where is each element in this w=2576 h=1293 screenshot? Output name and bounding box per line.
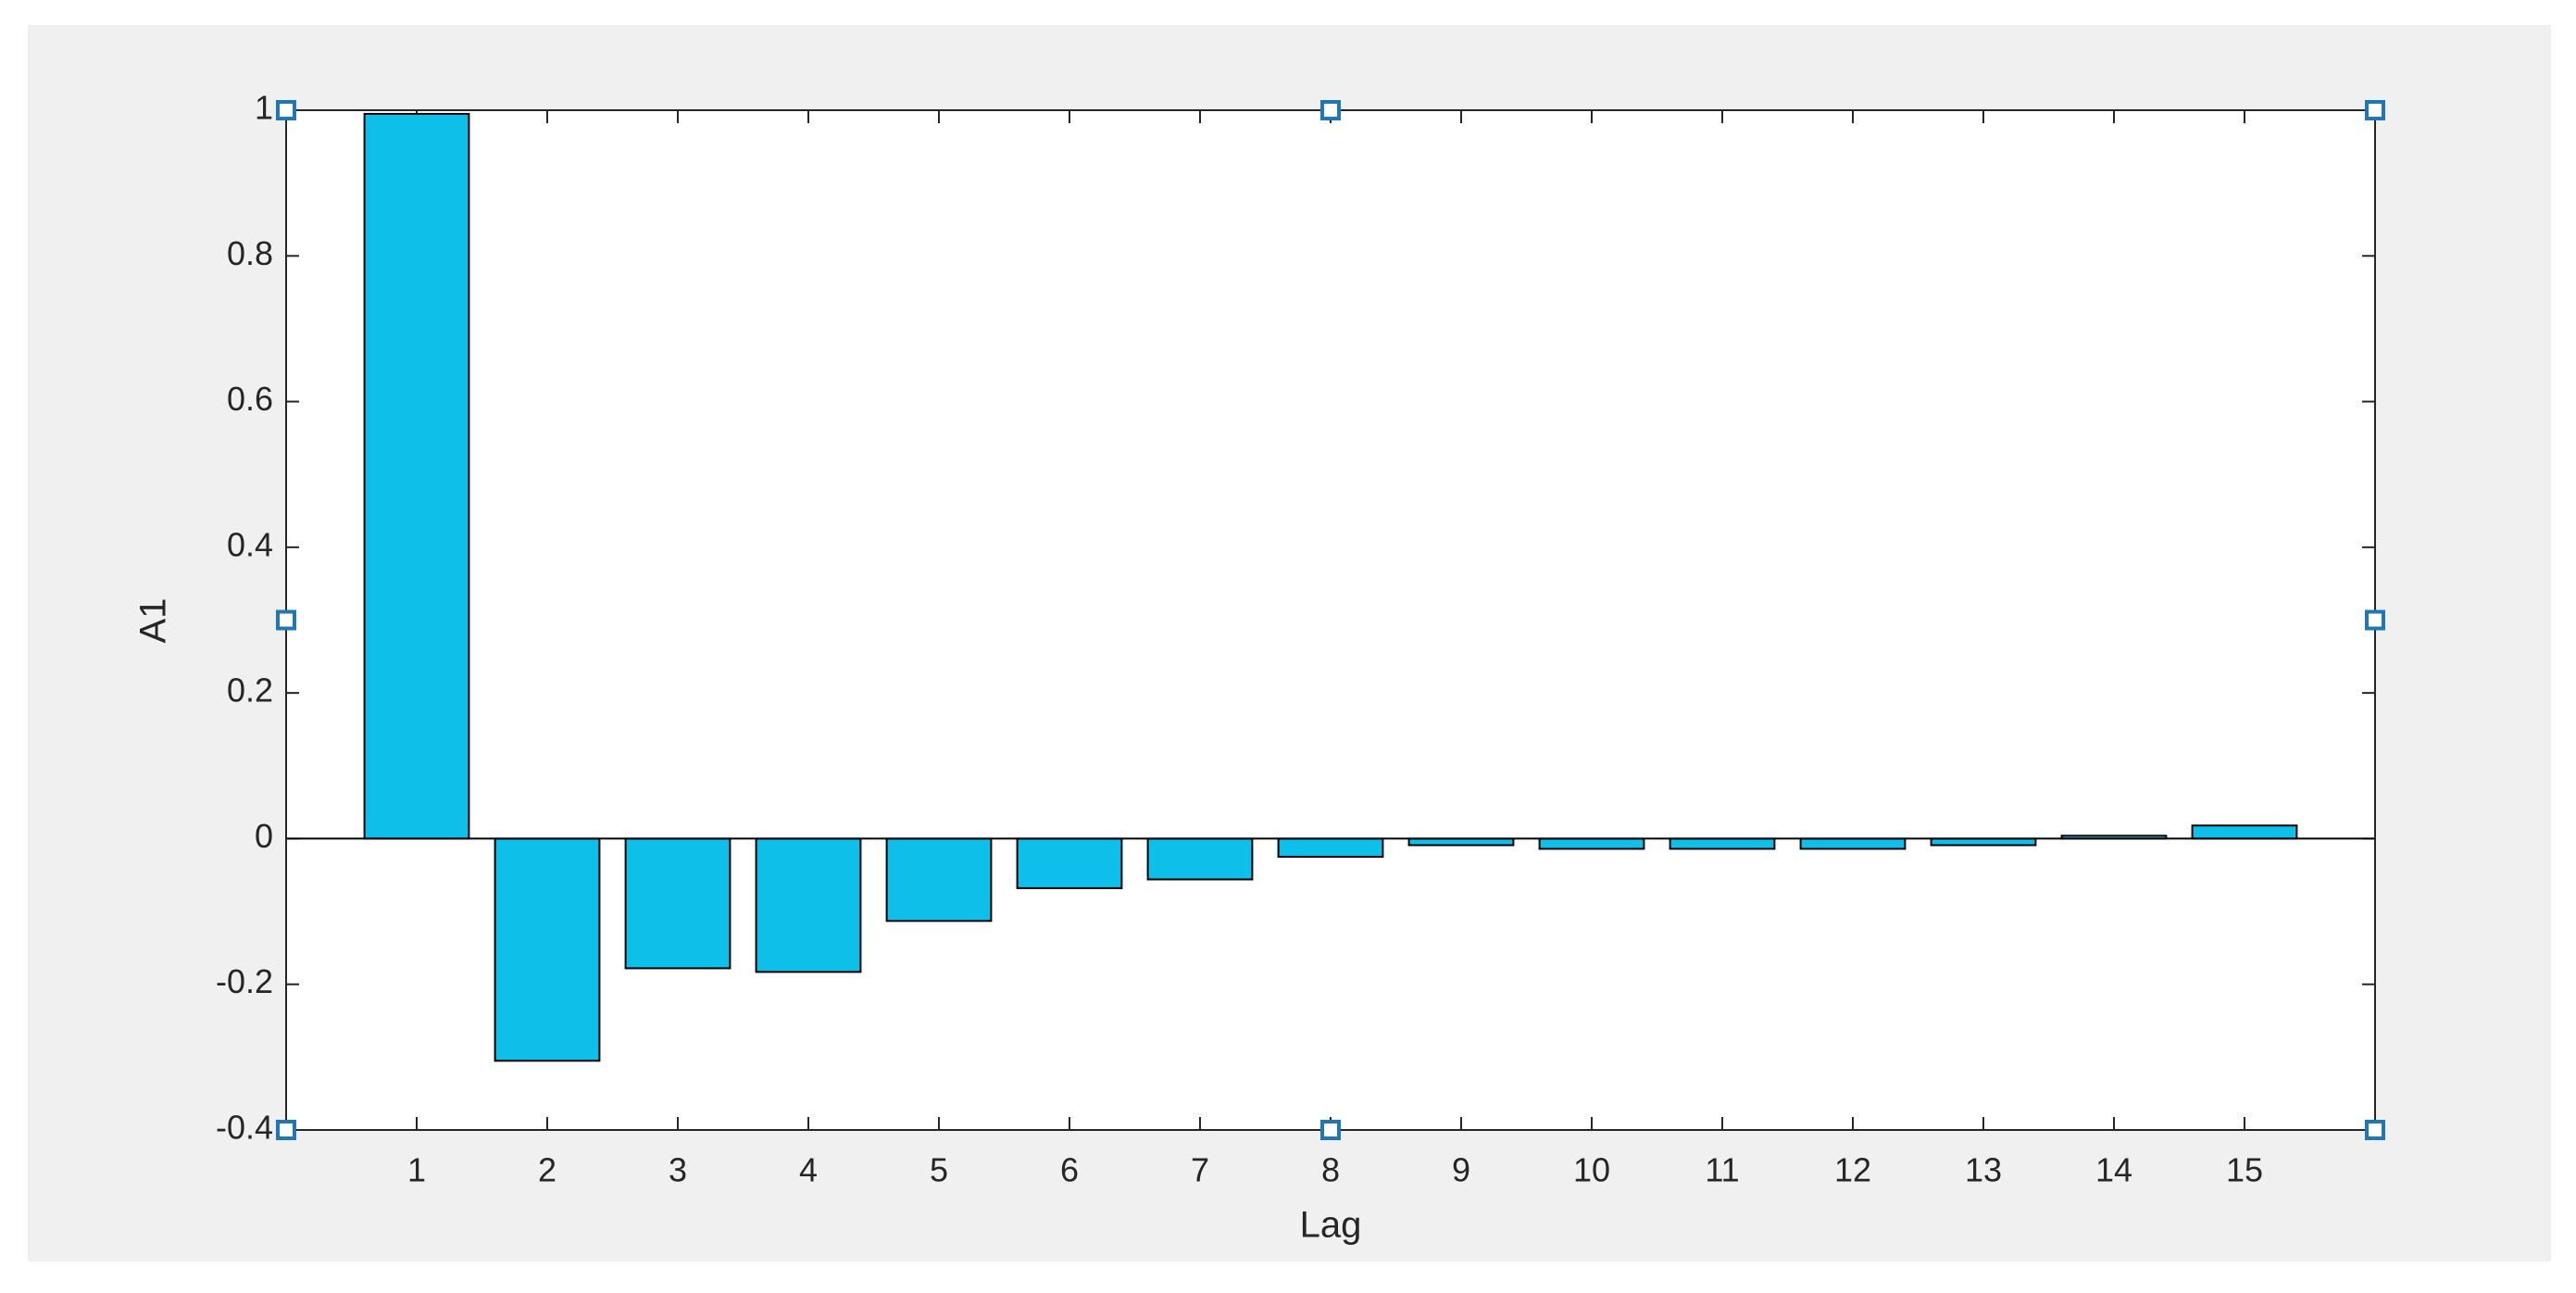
x-tick-label: 11 [1705,1151,1739,1189]
x-tick-label: 4 [799,1151,818,1189]
bar [1146,837,1254,881]
y-tick-label: 0.4 [227,525,273,563]
x-tick-label: 10 [1573,1151,1610,1189]
selection-handle [2365,1120,2385,1140]
y-axis-label: A1 [133,598,174,644]
selection-handle [2365,609,2385,631]
x-tick-label: 1 [407,1151,426,1189]
y-tick-label: -0.2 [216,962,273,1000]
bar [624,837,732,970]
bar [885,837,993,923]
bar [1799,837,1907,850]
bar [1016,837,1123,889]
bar [2191,824,2298,840]
x-tick-label: 5 [930,1151,948,1189]
x-tick-label: 12 [1834,1151,1871,1189]
x-tick-label: 2 [538,1151,556,1189]
bar [1930,837,2037,847]
x-tick-label: 6 [1060,1151,1079,1189]
selection-handle [276,609,296,631]
bar [494,837,601,1062]
bar [1277,837,1384,859]
y-tick-label: 0 [255,817,273,855]
x-tick-label: 9 [1452,1151,1470,1189]
y-tick-label: 0.6 [227,380,273,418]
bar [1669,837,1776,850]
selection-handle [276,1120,296,1140]
selection-handle [1320,100,1341,120]
y-tick-label: 0.8 [227,234,273,272]
x-tick-label: 7 [1191,1151,1209,1189]
x-tick-label: 13 [1965,1151,2002,1189]
bar [1538,837,1645,850]
selection-handle [2365,100,2385,120]
y-tick-label: -0.4 [216,1109,273,1147]
bar [1407,837,1515,847]
x-tick-label: 14 [2095,1151,2132,1189]
x-axis-label: Lag [1300,1205,1362,1246]
y-tick-label: 1 [255,89,273,127]
x-tick-label: 3 [669,1151,687,1189]
y-tick-label: 0.2 [227,672,273,709]
bar [755,837,862,973]
x-tick-label: 15 [2226,1151,2263,1189]
bar [363,112,470,840]
x-tick-label: 8 [1321,1151,1340,1189]
selection-handle [1320,1120,1341,1140]
selection-handle [276,100,296,120]
